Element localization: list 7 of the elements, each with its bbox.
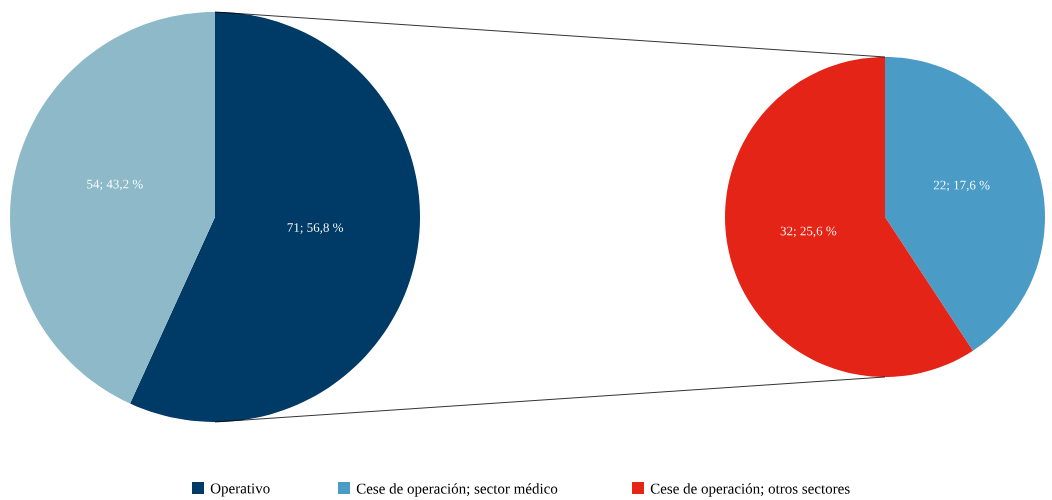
data-label: 22; 17,6 %	[933, 180, 990, 192]
data-label: 71; 56,8 %	[287, 223, 344, 234]
legend-label: Operativo	[210, 483, 270, 497]
data-label: 32; 25,6 %	[780, 226, 837, 238]
legend-label: Cese de operación; otros sectores	[650, 483, 850, 497]
legend-label: Cese de operación; sector médico	[356, 483, 558, 497]
data-label: 54; 43,2 %	[87, 179, 143, 191]
